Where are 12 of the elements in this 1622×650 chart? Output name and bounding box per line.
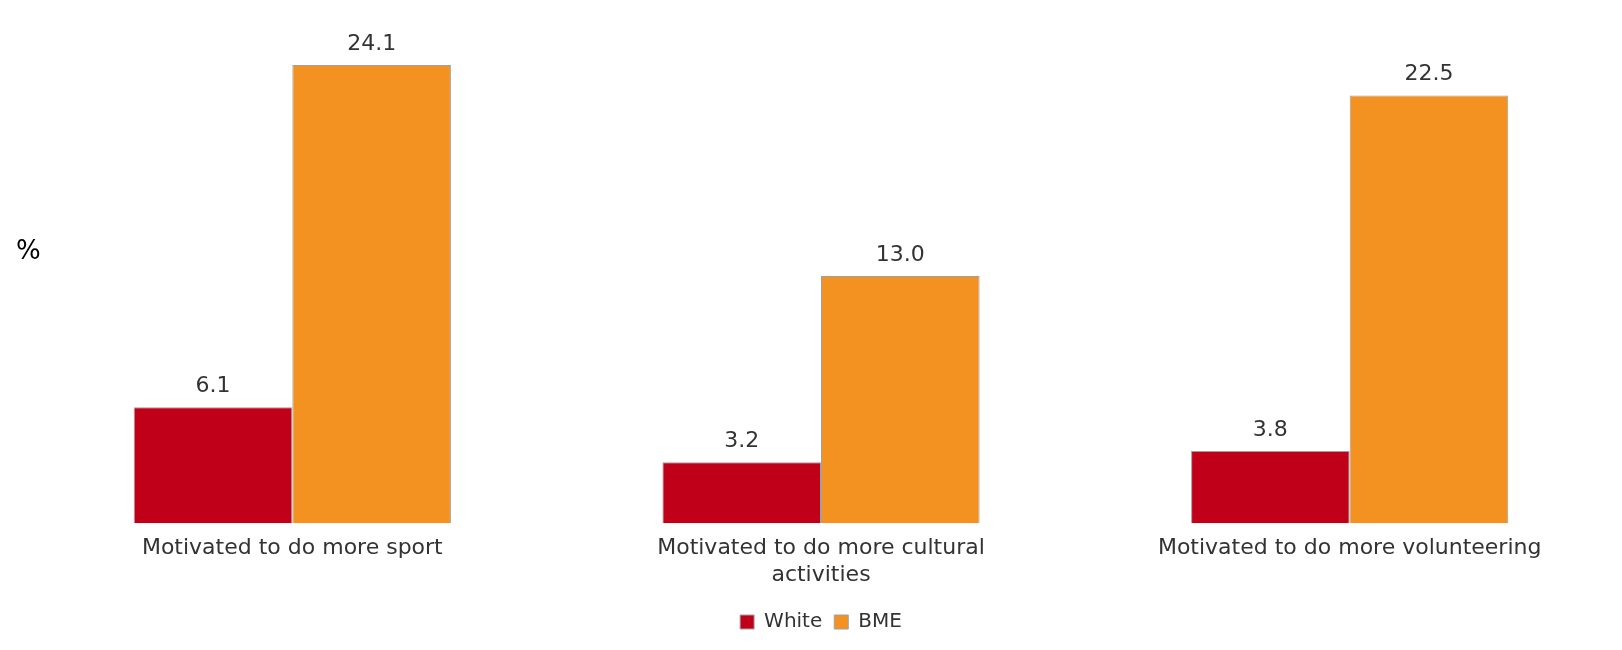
data-label: 6.1 — [195, 371, 231, 397]
x-tick-label: Motivated to do more cultural activities — [657, 534, 985, 586]
legend-label: White — [764, 608, 823, 633]
data-label: 24.1 — [347, 29, 397, 55]
data-label: 22.5 — [1404, 60, 1454, 86]
y-axis-title: % — [16, 235, 41, 266]
data-label: 3.8 — [1252, 415, 1288, 441]
data-label: 13.0 — [875, 240, 925, 266]
data-label: 3.2 — [724, 427, 760, 453]
x-tick-label: Motivated to do more volunteering — [1157, 534, 1542, 560]
x-tick-label: Motivated to do more sport — [141, 534, 444, 560]
legend-label: BME — [858, 608, 902, 633]
